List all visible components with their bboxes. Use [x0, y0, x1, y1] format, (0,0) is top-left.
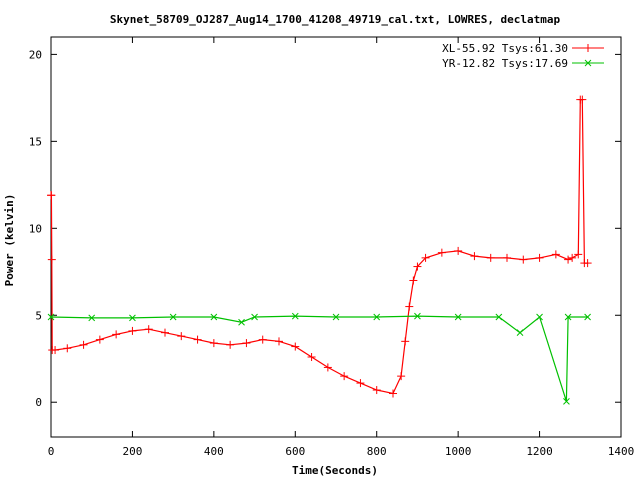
- data-point: [47, 255, 56, 264]
- y-axis-label: Power (kelvin): [3, 194, 16, 287]
- data-point: [373, 313, 381, 321]
- data-point: [47, 313, 55, 321]
- data-point: [144, 325, 153, 334]
- data-point: [95, 335, 104, 344]
- x-tick-label: 1400: [608, 445, 635, 458]
- data-point: [583, 259, 592, 268]
- series-1: [47, 312, 591, 405]
- data-point: [177, 332, 186, 341]
- data-point: [405, 302, 414, 311]
- data-point: [536, 313, 543, 321]
- data-point: [291, 342, 300, 351]
- series-layer: [47, 95, 592, 405]
- y-tick-label: 5: [35, 309, 42, 322]
- data-point: [564, 255, 573, 264]
- data-point: [242, 339, 251, 348]
- legend-swatch-yr: [572, 59, 604, 67]
- x-tick-label: 1000: [445, 445, 472, 458]
- x-tick-label: 800: [367, 445, 387, 458]
- y-tick-label: 15: [29, 135, 42, 148]
- data-point: [454, 246, 463, 255]
- data-point: [193, 335, 202, 344]
- data-point: [470, 252, 479, 261]
- axis-ticks: 0 200 400 600 800 1000 1200 1400 0 5 10 15 20: [29, 37, 635, 458]
- plot-frame: [50, 36, 622, 438]
- data-point: [584, 313, 591, 321]
- x-axis-label: Time(Seconds): [292, 464, 378, 477]
- data-point: [409, 276, 418, 285]
- legend: XL-55.92 Tsys:61.30 YR-12.82 Tsys:17.69: [442, 42, 604, 70]
- data-point: [112, 330, 121, 339]
- data-point: [226, 340, 235, 349]
- data-point: [372, 386, 381, 395]
- data-point: [389, 389, 397, 398]
- data-point: [551, 250, 560, 259]
- data-point: [564, 313, 572, 321]
- data-point: [307, 353, 316, 361]
- data-point: [454, 313, 462, 321]
- legend-label-xl: XL-55.92 Tsys:61.30: [442, 42, 568, 55]
- data-point: [503, 253, 511, 262]
- data-point: [275, 337, 283, 346]
- x-tick-label: 0: [48, 445, 55, 458]
- data-point: [251, 313, 258, 321]
- data-point: [291, 312, 299, 320]
- data-point: [568, 253, 577, 262]
- legend-swatch-xl: [572, 44, 604, 52]
- series-line: [50, 315, 588, 402]
- x-tick-label: 600: [285, 445, 305, 458]
- data-point: [516, 329, 524, 337]
- legend-label-yr: YR-12.82 Tsys:17.69: [442, 57, 568, 70]
- data-point: [414, 312, 421, 320]
- x-tick-label: 200: [122, 445, 142, 458]
- data-point: [421, 253, 430, 262]
- x-tick-label: 1200: [526, 445, 553, 458]
- data-point: [161, 328, 169, 337]
- data-point: [486, 253, 495, 262]
- series-line: [50, 98, 588, 395]
- data-point: [397, 372, 406, 381]
- data-point: [47, 191, 56, 200]
- data-point: [401, 337, 410, 346]
- data-point: [79, 340, 88, 349]
- plot-area: [50, 36, 622, 438]
- data-point: [129, 314, 136, 322]
- data-point: [563, 397, 570, 405]
- data-point: [340, 372, 349, 381]
- data-point: [437, 248, 446, 257]
- data-point: [258, 335, 267, 344]
- data-point: [128, 326, 137, 335]
- chart-title: Skynet_58709_OJ287_Aug14_1700_41208_4971…: [110, 13, 561, 26]
- data-point: [88, 314, 96, 322]
- data-point: [169, 313, 177, 321]
- data-point: [519, 255, 528, 264]
- y-tick-label: 10: [29, 222, 42, 235]
- data-point: [495, 313, 503, 321]
- data-point: [210, 313, 218, 321]
- data-point: [332, 313, 340, 321]
- data-point: [51, 346, 60, 355]
- data-point: [535, 253, 544, 262]
- data-point: [209, 339, 218, 348]
- x-tick-label: 400: [204, 445, 224, 458]
- data-point: [578, 95, 587, 104]
- series-0: [47, 95, 592, 398]
- data-point: [238, 318, 245, 326]
- data-point: [63, 344, 72, 353]
- y-tick-label: 0: [35, 396, 42, 409]
- y-tick-label: 20: [29, 48, 42, 61]
- data-point: [323, 363, 332, 372]
- data-point: [413, 262, 422, 271]
- data-point: [356, 379, 365, 388]
- data-point: [574, 250, 583, 259]
